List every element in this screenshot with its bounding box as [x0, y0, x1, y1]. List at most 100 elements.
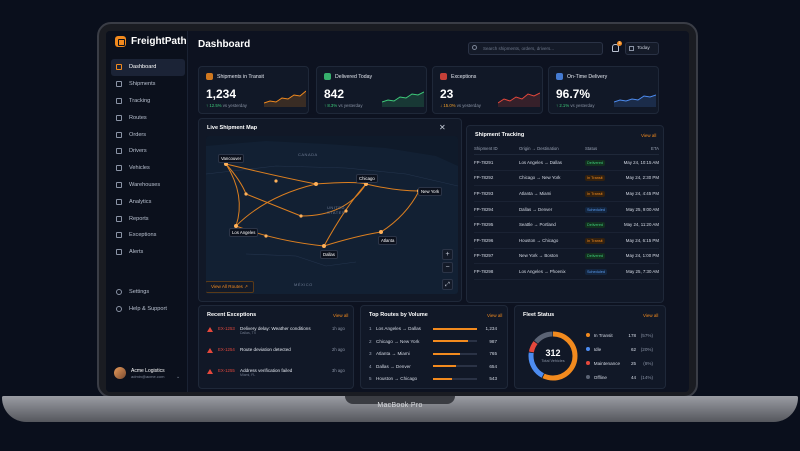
sidebar-item-warehouses[interactable]: Warehouses [111, 177, 185, 194]
table-row[interactable]: FP-78291 Los Angeles → Dallas Delivered May… [474, 155, 659, 171]
route-icon [116, 114, 122, 121]
date-filter-dropdown[interactable]: Today [625, 42, 659, 55]
route-item[interactable]: 5 Houston → Chicago 543 [369, 376, 497, 381]
route-rank: 4 [369, 363, 372, 369]
zoom-in-button[interactable]: + [442, 249, 453, 260]
fleet-legend-item[interactable]: Maintenance 25 (8%) [586, 356, 653, 370]
route-value: 543 [489, 376, 497, 381]
exception-message: Address verification failed [240, 368, 293, 373]
logo-icon [115, 36, 126, 47]
check-icon [324, 73, 331, 80]
exception-time: 1h ago [332, 326, 345, 331]
fleet-status-name: Offline [593, 374, 607, 380]
app-logo[interactable]: FreightPath [115, 36, 187, 47]
shipment-id: FP-78295 [474, 222, 494, 228]
user-profile[interactable]: Acme Logistics admin@acme.com [114, 367, 165, 379]
table-row[interactable]: FP-78298 Los Angeles → Phoenix Scheduled Ma… [474, 264, 659, 280]
table-row[interactable]: FP-78297 New York → Boston Delivered May 24… [474, 249, 659, 265]
sidebar-item-label: Warehouses [129, 181, 161, 188]
shipment-map[interactable]: CANADA UNITED STATES MÉXICO Vancouver Ch… [206, 136, 458, 294]
sidebar-item-alerts[interactable]: Alerts [111, 244, 185, 261]
shipment-route: New York → Boston [519, 253, 559, 259]
fleet-legend-item[interactable]: In Transit 178 (57%) [586, 328, 653, 342]
sidebar-item-routes[interactable]: Routes [111, 109, 185, 126]
tracking-view-all-link[interactable]: View all [641, 133, 657, 138]
fleet-status-count: 62 [630, 346, 637, 352]
sidebar-item-analytics[interactable]: Analytics [111, 193, 185, 210]
kpi-card[interactable]: Shipments in Transit 1,234 ↑ 12.5% vs yest… [198, 66, 309, 114]
table-row[interactable]: FP-78294 Dallas → Denver Scheduled May 25, … [474, 202, 659, 218]
sidebar-item-label: Shipments [129, 81, 156, 88]
sidebar-item-settings[interactable]: Settings [111, 284, 185, 301]
kpi-card[interactable]: Delivered Today 842 ↑ 8.3% vs yesterday [316, 66, 427, 114]
route-value: 765 [489, 351, 497, 356]
kpi-value: 96.7% [556, 87, 591, 101]
exception-item[interactable]: EX-1253 Delivery delay: Weather condition… [207, 326, 349, 335]
shipment-route: Houston → Chicago [519, 237, 559, 243]
warning-icon [207, 369, 213, 374]
table-row[interactable]: FP-78292 Chicago → New York In Transit May … [474, 171, 659, 187]
route-item[interactable]: 2 Chicago → New York 987 [369, 339, 497, 344]
sidebar-item-reports[interactable]: Reports [111, 210, 185, 227]
shipment-route: Los Angeles → Dallas [519, 159, 562, 165]
sidebar-item-help-support[interactable]: Help & Support [111, 301, 185, 318]
land-shape [206, 141, 458, 294]
sidebar-item-label: Settings [129, 289, 150, 296]
shipment-route: Los Angeles → Phoenix [519, 268, 566, 274]
city-tag-newyork[interactable]: New York [418, 187, 443, 196]
sidebar-item-tracking[interactable]: Tracking [111, 93, 185, 110]
fleet-legend-item[interactable]: Idle 62 (20%) [586, 342, 653, 356]
route-item[interactable]: 1 Los Angeles → Dallas 1,234 [369, 326, 497, 331]
legend-dot [586, 375, 590, 379]
sidebar-item-orders[interactable]: Orders [111, 126, 185, 143]
status-badge: In Transit [585, 237, 605, 244]
bell-icon[interactable] [612, 44, 619, 52]
column-header: Status [585, 146, 598, 151]
exceptions-view-all-link[interactable]: View all [333, 313, 349, 318]
kpi-card[interactable]: On-Time Delivery 96.7% ↑ 2.1% vs yesterday [548, 66, 659, 114]
kpi-delta: ↑ 2.1% vs yesterday [556, 103, 594, 108]
table-row[interactable]: FP-78295 Seattle → Portland Delivered May 2… [474, 217, 659, 233]
sidebar-item-exceptions[interactable]: Exceptions [111, 227, 185, 244]
sparkline-chart [498, 92, 540, 107]
city-tag-vancouver[interactable]: Vancouver [218, 154, 245, 163]
exception-item[interactable]: EX-1254 Route deviation detected 2h ago [207, 347, 349, 353]
legend-dot [586, 333, 590, 337]
city-tag-atlanta[interactable]: Atlanta [378, 236, 398, 245]
notification-badge: 3 [617, 41, 622, 46]
donut-slice-offline[interactable] [528, 331, 578, 381]
fleet-legend-item[interactable]: Offline 44 (14%) [586, 370, 653, 384]
fullscreen-icon[interactable]: ⤢ [442, 279, 453, 290]
search-input[interactable]: Search shipments, orders, drivers... [468, 42, 603, 55]
kpi-delta-value: ↓ 15.0% [440, 103, 456, 108]
sidebar-item-shipments[interactable]: Shipments [111, 76, 185, 93]
zoom-out-button[interactable]: − [442, 262, 453, 273]
table-row[interactable]: FP-78293 Atlanta → Miami In Transit May 24,… [474, 186, 659, 202]
city-tag-losangeles[interactable]: Los Angeles [229, 228, 259, 237]
sidebar-item-drivers[interactable]: Drivers [111, 143, 185, 160]
exception-item[interactable]: EX-1255 Address verification failed Miami,… [207, 368, 349, 377]
sidebar-item-dashboard[interactable]: Dashboard [111, 59, 185, 76]
city-tag-chicago[interactable]: Chicago [356, 174, 378, 183]
routes-view-all-link[interactable]: View all [487, 313, 503, 318]
route-item[interactable]: 3 Atlanta → Miami 765 [369, 351, 497, 356]
donut-slice-idle[interactable] [528, 331, 578, 381]
route-bar-fill [433, 377, 453, 380]
close-icon[interactable]: ✕ [439, 123, 446, 132]
view-all-routes-label: View All Routes [211, 284, 243, 289]
search-icon [472, 45, 477, 50]
kpi-delta-suffix: vs yesterday [338, 103, 363, 108]
route-rank: 1 [369, 326, 372, 331]
warehouse-icon [116, 181, 122, 188]
fleet-view-all-link[interactable]: View all [643, 313, 659, 318]
view-all-routes-button[interactable]: View All Routes ↗ [206, 281, 254, 293]
sidebar-item-vehicles[interactable]: Vehicles [111, 160, 185, 177]
city-tag-dallas[interactable]: Dallas [320, 250, 338, 259]
table-row[interactable]: FP-78296 Houston → Chicago In Transit May 2… [474, 233, 659, 249]
route-name: Atlanta → Miami [376, 351, 410, 356]
route-item[interactable]: 4 Dallas → Denver 654 [369, 364, 497, 369]
status-cell: In Transit [585, 175, 621, 182]
chevron-down-icon[interactable]: ⌄ [176, 374, 181, 380]
sidebar-bottom-nav: Settings Help & Support [111, 284, 185, 318]
kpi-card[interactable]: Exceptions 23 ↓ 15.0% vs yesterday [432, 66, 543, 114]
